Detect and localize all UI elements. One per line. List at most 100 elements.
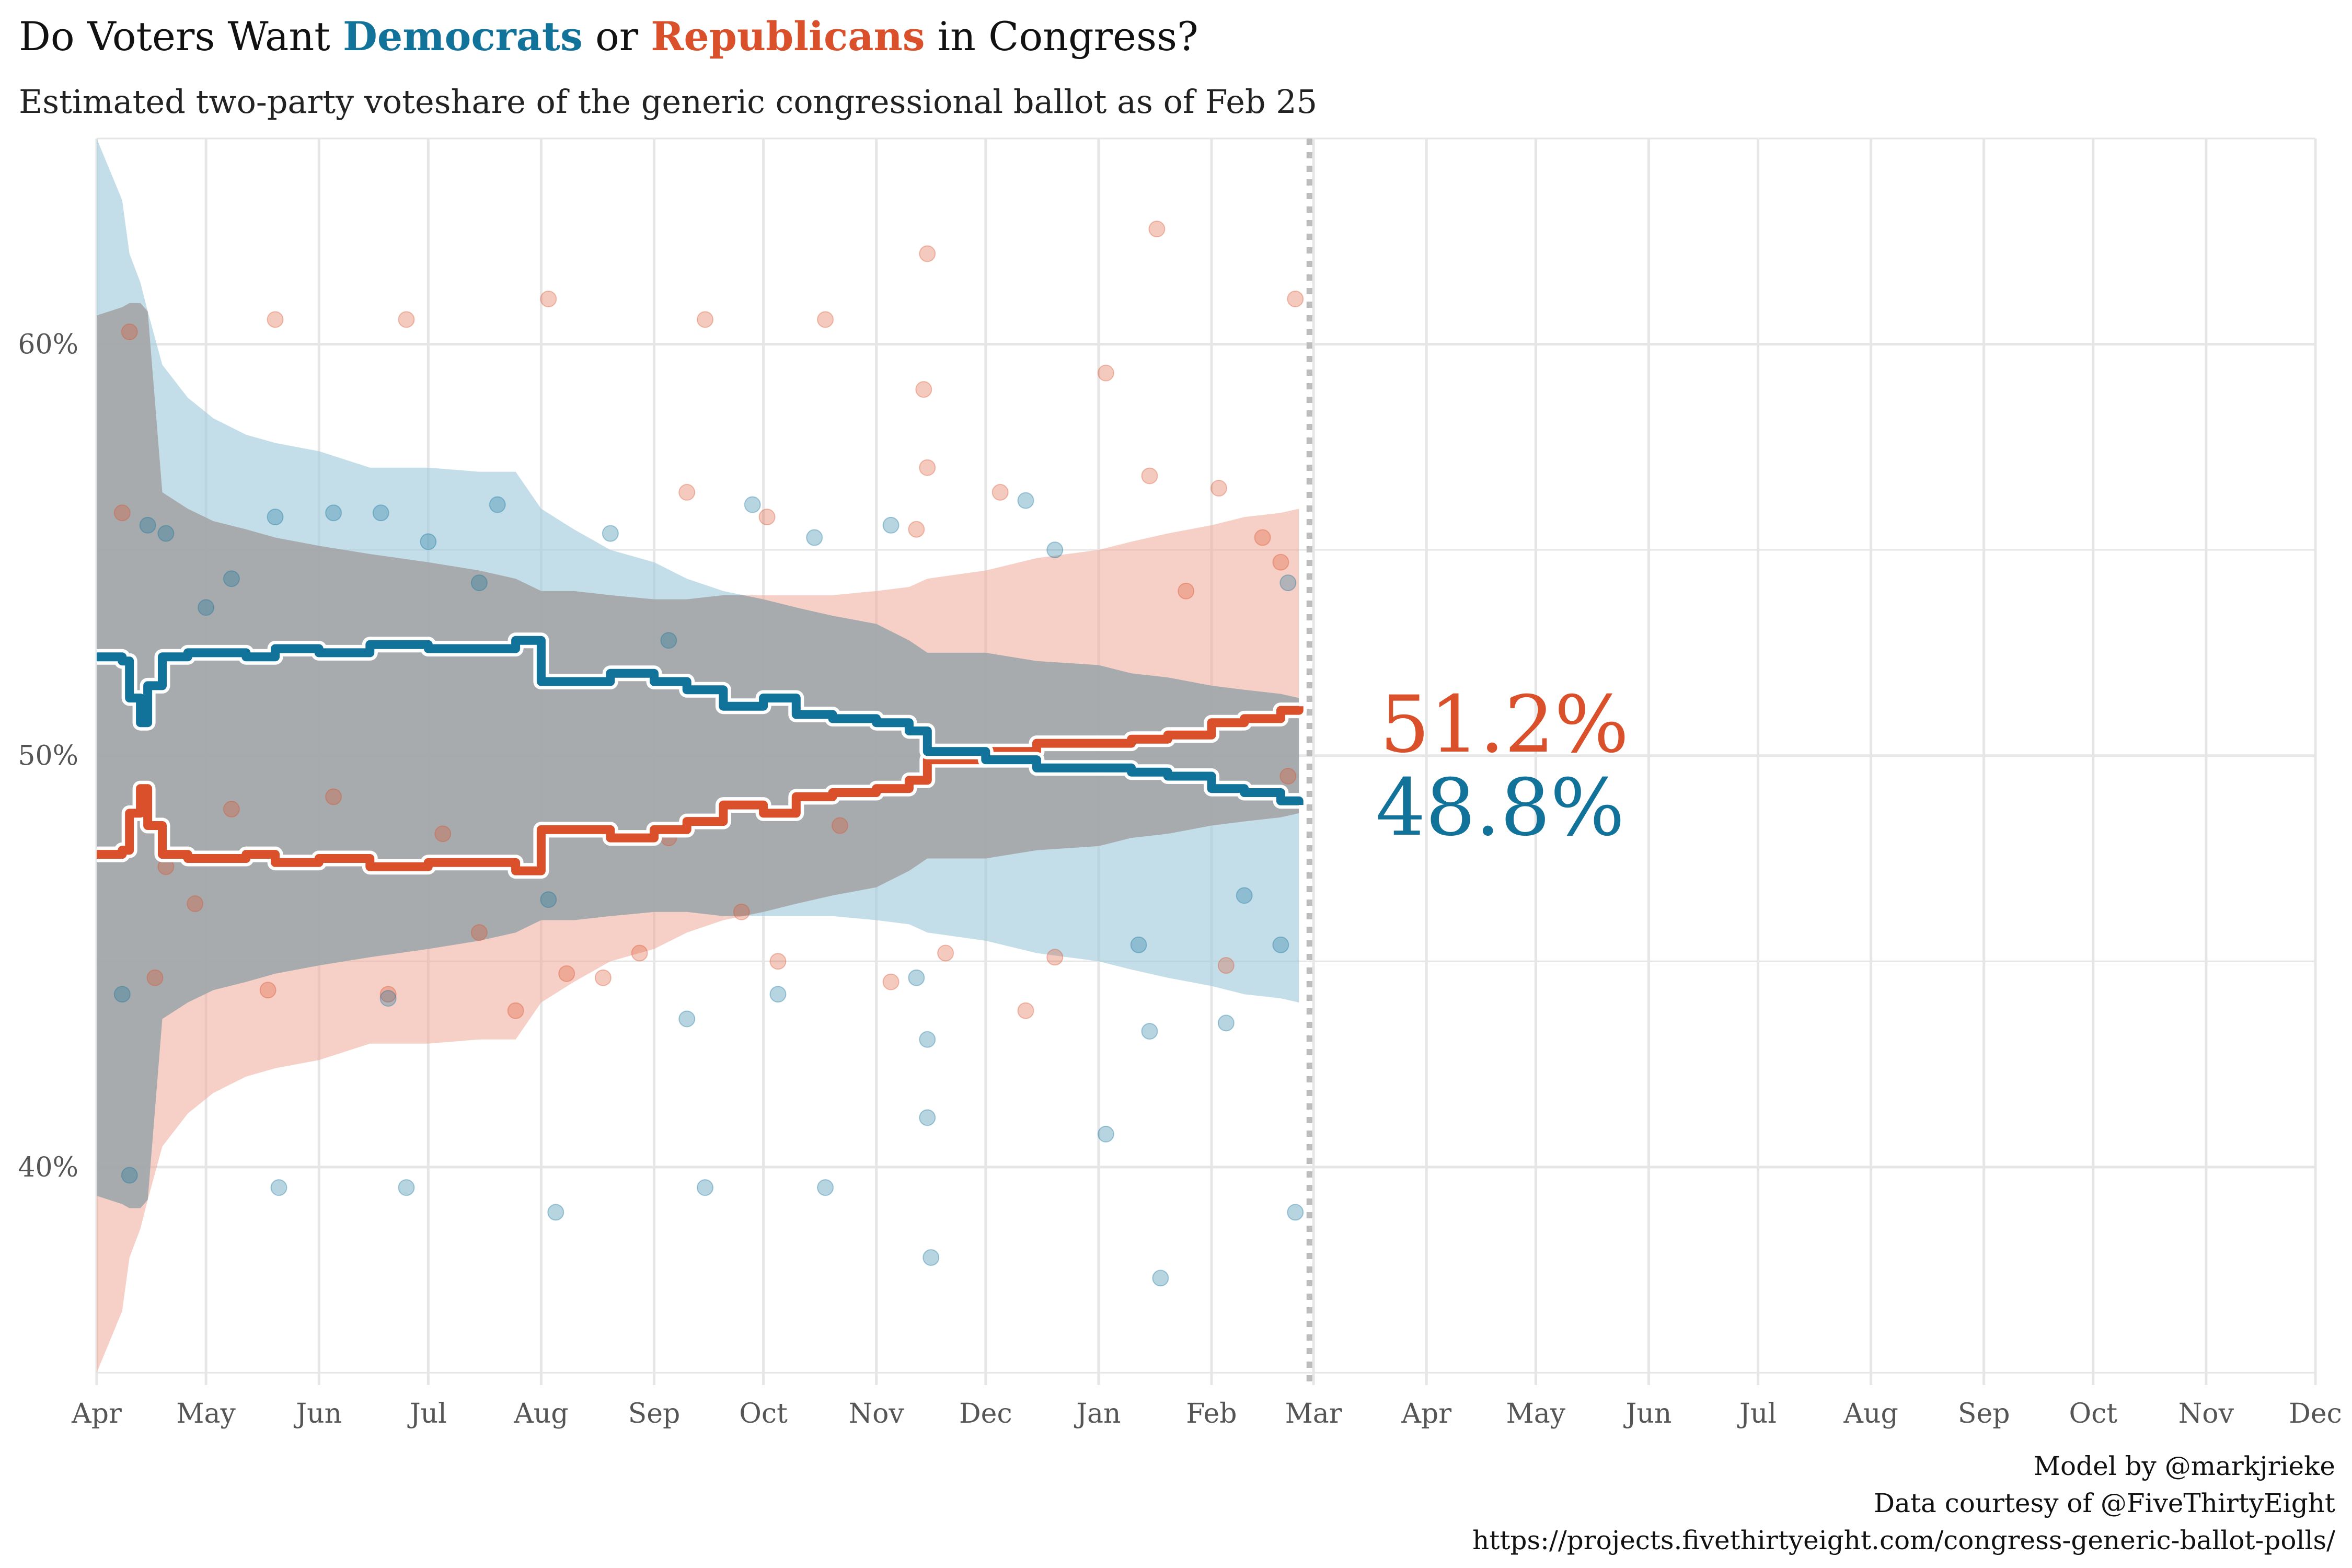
rep-poll-point bbox=[758, 509, 776, 526]
dem-poll-point bbox=[919, 1031, 936, 1048]
rep-poll-point bbox=[919, 245, 936, 262]
rep-poll-point bbox=[470, 924, 488, 941]
dem-poll-point bbox=[678, 1010, 696, 1028]
rep-poll-point bbox=[1279, 768, 1297, 785]
dem-poll-point bbox=[806, 529, 823, 546]
y-axis: 40% 50% 60% bbox=[18, 329, 78, 1183]
rep-poll-point bbox=[908, 521, 925, 538]
x-tick-label: Mar bbox=[1285, 1398, 1342, 1429]
x-tick-label: Jun bbox=[1623, 1398, 1671, 1429]
x-tick-label: May bbox=[176, 1398, 236, 1429]
rep-poll-point bbox=[1287, 290, 1304, 307]
rep-poll-point bbox=[817, 311, 834, 328]
x-axis: Apr May Jun Jul Aug Sep Oct Nov Dec Jan Feb Mar Apr M… bbox=[71, 1398, 2342, 1429]
dem-poll-point bbox=[398, 1179, 415, 1196]
caption-line-1: Model by @markjrieke bbox=[2034, 1451, 2335, 1481]
dem-poll-point bbox=[325, 504, 342, 522]
rep-poll-point bbox=[113, 504, 131, 522]
dem-poll-point bbox=[769, 986, 787, 1003]
rep-poll-point bbox=[558, 965, 575, 982]
rep-poll-point bbox=[259, 982, 276, 999]
uncertainty-bands bbox=[97, 139, 1299, 1373]
dem-poll-point bbox=[660, 632, 677, 649]
dem-poll-point bbox=[372, 504, 389, 522]
rep-poll-point bbox=[831, 817, 848, 834]
dem-poll-point bbox=[1141, 1023, 1158, 1040]
dem-poll-point bbox=[1017, 492, 1034, 509]
x-tick-label: Nov bbox=[2178, 1398, 2234, 1429]
rep-poll-point bbox=[540, 290, 557, 307]
dem-poll-point bbox=[923, 1249, 940, 1266]
title-democrats: Democrats bbox=[343, 13, 583, 60]
title-republicans: Republicans bbox=[651, 13, 925, 60]
caption-line-3: https://projects.fivethirtyeight.com/con… bbox=[1472, 1525, 2335, 1555]
dem-poll-point bbox=[1152, 1270, 1169, 1287]
rep-poll-point bbox=[631, 944, 648, 962]
x-tick-label: Nov bbox=[849, 1398, 905, 1429]
rep-poll-point bbox=[223, 801, 240, 818]
dem-poll-point bbox=[1272, 936, 1289, 953]
dem-poll-point bbox=[157, 525, 175, 542]
rep-poll-point bbox=[915, 381, 932, 398]
title-suffix: in Congress? bbox=[925, 13, 1198, 60]
rep-poll-point bbox=[1178, 582, 1195, 599]
rep-line bbox=[97, 706, 1304, 875]
end-label-dem: 48.8% bbox=[1376, 763, 1625, 854]
x-tick-label: Oct bbox=[739, 1398, 788, 1429]
dem-poll-point bbox=[198, 599, 215, 616]
end-label-rep: 51.2% bbox=[1380, 679, 1629, 770]
rep-poll-point bbox=[1272, 554, 1289, 571]
rep-poll-point bbox=[769, 953, 787, 970]
dem-poll-point bbox=[540, 891, 557, 908]
dem-poll-point bbox=[267, 509, 284, 526]
rep-poll-point bbox=[882, 973, 900, 990]
rep-poll-point bbox=[379, 986, 397, 1003]
title-prefix: Do Voters Want bbox=[19, 13, 343, 60]
x-tick-label: Dec bbox=[2289, 1398, 2342, 1429]
rep-poll-point bbox=[121, 323, 138, 340]
y-tick-label: 60% bbox=[18, 329, 78, 361]
x-tick-label: Aug bbox=[513, 1398, 568, 1429]
rep-poll-point bbox=[434, 825, 452, 843]
dem-poll-point bbox=[547, 1204, 564, 1221]
dem-poll-point bbox=[1287, 1204, 1304, 1221]
caption-line-2: Data courtesy of @FiveThirtyEight bbox=[1874, 1488, 2335, 1518]
dem-poll-point bbox=[113, 986, 131, 1003]
dem-poll-point bbox=[602, 525, 619, 542]
dem-poll-point bbox=[470, 574, 488, 592]
rep-poll-point bbox=[1148, 221, 1166, 238]
x-tick-label: Apr bbox=[1401, 1398, 1451, 1429]
dem-poll-point bbox=[1046, 541, 1064, 559]
rep-poll-point bbox=[1210, 480, 1227, 497]
chart-title: Do Voters Want Democrats or Republicans … bbox=[19, 13, 1198, 60]
dem-poll-point bbox=[139, 516, 156, 534]
dem-poll-point bbox=[744, 496, 761, 513]
rep-poll-point bbox=[1046, 949, 1064, 966]
rep-poll-point bbox=[1017, 1002, 1034, 1019]
dem-line bbox=[97, 636, 1304, 805]
dem-poll-point bbox=[489, 496, 506, 513]
poll-points bbox=[113, 221, 1304, 1287]
dem-poll-point bbox=[121, 1167, 138, 1184]
rep-poll-point bbox=[733, 903, 750, 920]
dem-poll-point bbox=[882, 516, 900, 534]
x-tick-label: May bbox=[1506, 1398, 1566, 1429]
rep-poll-point bbox=[678, 483, 696, 501]
dem-poll-point bbox=[270, 1179, 287, 1196]
dem-poll-point bbox=[1097, 1125, 1114, 1143]
rep-poll-point bbox=[398, 311, 415, 328]
rep-poll-point bbox=[919, 459, 936, 476]
dem-poll-point bbox=[908, 969, 925, 986]
rep-poll-point bbox=[507, 1002, 524, 1019]
rep-poll-point bbox=[1254, 529, 1271, 546]
rep-poll-point bbox=[1141, 467, 1158, 485]
rep-poll-point bbox=[991, 483, 1009, 501]
rep-poll-point bbox=[594, 969, 612, 986]
x-tick-label: Aug bbox=[1843, 1398, 1898, 1429]
x-tick-label: Jul bbox=[1737, 1398, 1777, 1429]
x-tick-label: Sep bbox=[628, 1398, 681, 1429]
x-tick-label: Oct bbox=[2069, 1398, 2117, 1429]
dem-poll-point bbox=[420, 533, 437, 550]
x-tick-label: Feb bbox=[1186, 1398, 1237, 1429]
